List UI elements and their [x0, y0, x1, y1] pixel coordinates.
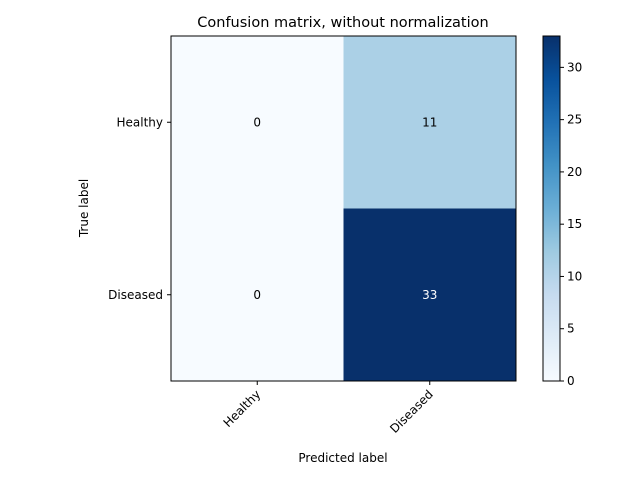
- heatmap-cell-labels: 0 11 0 33: [253, 115, 437, 302]
- cell-value-label: 11: [422, 115, 437, 129]
- cell-value-label: 33: [422, 288, 437, 302]
- y-axis-label: True label: [77, 179, 91, 238]
- colorbar-tick-label: 30: [567, 60, 582, 74]
- colorbar-tick-label: 10: [567, 269, 582, 283]
- x-tick-label: Diseased: [387, 387, 436, 436]
- plot-frame: [170, 35, 517, 382]
- colorbar: [542, 35, 561, 382]
- y-tick-label: Diseased: [108, 288, 163, 302]
- colorbar-tick-label: 5: [567, 322, 575, 336]
- x-tick-label: Healthy: [221, 387, 264, 430]
- heatmap-cells: [171, 36, 516, 381]
- colorbar-tick-label: 25: [567, 113, 582, 127]
- x-axis-ticks: Healthy Diseased: [221, 381, 436, 436]
- heatmap-cell: [343, 208, 516, 381]
- heatmap-cell: [171, 208, 344, 381]
- x-axis-label: Predicted label: [298, 451, 387, 465]
- colorbar-tick-label: 0: [567, 374, 575, 388]
- heatmap-cell: [171, 36, 344, 209]
- cell-value-label: 0: [253, 115, 261, 129]
- y-tick-label: Healthy: [116, 115, 163, 129]
- colorbar-tick-label: 15: [567, 217, 582, 231]
- y-axis-ticks: Healthy Diseased: [108, 115, 171, 302]
- heatmap-cell: [343, 36, 516, 209]
- colorbar-ticks: 0 5 10 15 20 25 30: [560, 60, 582, 388]
- cell-value-label: 0: [253, 288, 261, 302]
- colorbar-tick-label: 20: [567, 165, 582, 179]
- chart-title: Confusion matrix, without normalization: [197, 15, 488, 31]
